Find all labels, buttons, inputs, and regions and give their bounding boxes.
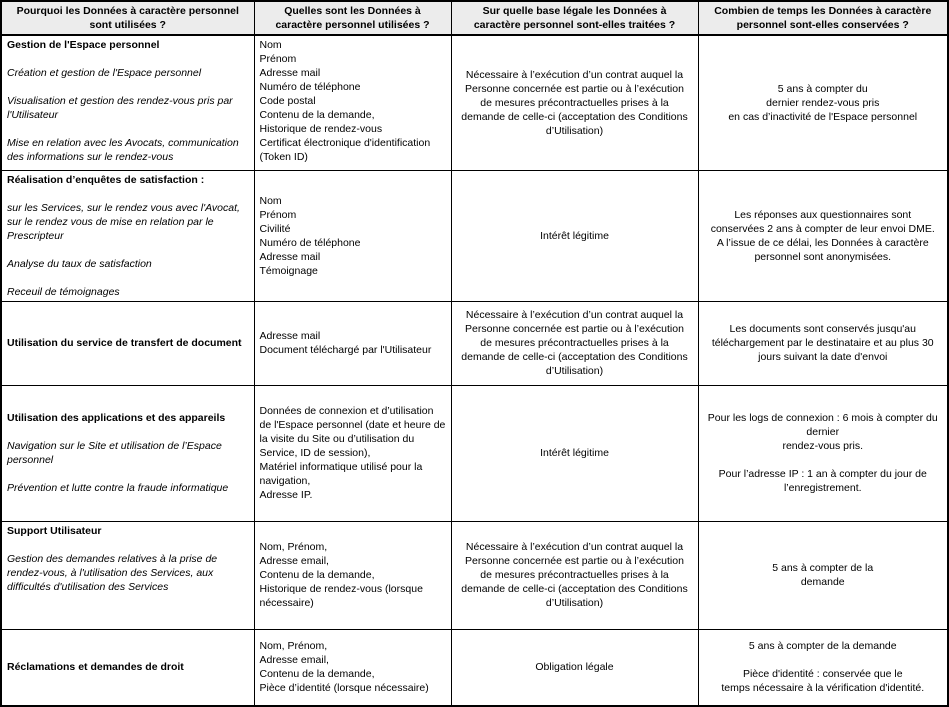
data-item: Numéro de téléphone — [259, 81, 361, 93]
data-cell: Nom, Prénom, Adresse email, Contenu de l… — [253, 628, 452, 707]
data-item: Nom, Prénom, — [259, 541, 328, 553]
purpose-cell: Utilisation du service de transfert de d… — [0, 300, 255, 386]
column-header-legal-basis: Sur quelle base légale les Données à car… — [450, 0, 699, 36]
retention-text: Pièce d'identité : conservée que le temp… — [721, 668, 925, 695]
legal-basis-cell: Nécessaire à l’exécution d’un contrat au… — [450, 520, 699, 630]
legal-basis-text: Intérêt légitime — [540, 447, 609, 459]
retention-text: 5 ans à compter de la demande — [772, 562, 874, 588]
data-cell: Nom, Prénom, Adresse email, Contenu de l… — [253, 520, 452, 630]
legal-basis-cell: Intérêt légitime — [450, 169, 699, 302]
data-item: Pièce d’identité (lorsque nécessaire) — [259, 682, 429, 695]
purpose-cell: Support Utilisateur Gestion des demandes… — [0, 520, 255, 630]
retention-text: 5 ans à compter du dernier rendez-vous p… — [728, 82, 918, 123]
retention-cell: Les documents sont conservés jusqu'au té… — [697, 300, 949, 386]
retention-text: 5 ans à compter de la demande — [748, 640, 897, 653]
data-item: Prénom — [259, 208, 297, 221]
retention-cell: 5 ans à compter de la demande Pièce d'id… — [697, 628, 949, 707]
header-row: Pourquoi les Données à caractère personn… — [0, 0, 949, 36]
legal-basis-cell: Intérêt légitime — [450, 384, 699, 522]
legal-basis-text: Nécessaire à l’exécution d’un contrat au… — [461, 541, 688, 609]
data-item: Historique de rendez-vous — [259, 123, 383, 135]
data-item: Adresse mail — [259, 250, 321, 263]
purpose-cell: Utilisation des applications et des appa… — [0, 384, 255, 522]
table-row: Gestion de l'Espace personnel Création e… — [0, 34, 949, 171]
data-item: Données de connexion et d’utilisation de… — [259, 405, 446, 459]
legal-basis-text: Obligation légale — [535, 661, 614, 674]
legal-basis-cell: Nécessaire à l’exécution d’un contrat au… — [450, 300, 699, 386]
data-item: Contenu de la demande, — [259, 668, 375, 681]
legal-basis-cell: Obligation légale — [450, 628, 699, 707]
legal-basis-text: Nécessaire à l’exécution d’un contrat au… — [461, 68, 688, 137]
purpose-title: Utilisation des applications et des appa… — [7, 412, 226, 424]
column-header-purpose: Pourquoi les Données à caractère personn… — [0, 0, 255, 36]
data-item: Nom — [259, 39, 282, 51]
data-item: Nom — [259, 194, 282, 207]
table-row: Réclamations et demandes de droit Nom, P… — [0, 628, 949, 707]
data-item: Témoignage — [259, 264, 318, 277]
table-row: Utilisation des applications et des appa… — [0, 384, 949, 522]
data-item: Adresse IP. — [259, 489, 313, 501]
table-row: Utilisation du service de transfert de d… — [0, 300, 949, 386]
data-item: Adresse mail — [259, 67, 321, 79]
data-item: Adresse email, — [259, 555, 329, 567]
data-cell: Nom Prénom Civilité Numéro de téléphone … — [253, 169, 452, 302]
table-row: Réalisation d’enquêtes de satisfaction :… — [0, 169, 949, 302]
data-item: Civilité — [259, 222, 291, 235]
data-cell: Nom Prénom Adresse mail Numéro de téléph… — [253, 34, 452, 171]
legal-basis-text: Nécessaire à l’exécution d’un contrat au… — [461, 309, 688, 377]
purpose-detail: sur les Services, sur le rendez vous ave… — [7, 201, 240, 242]
data-item: Numéro de téléphone — [259, 236, 361, 249]
purpose-detail: Analyse du taux de satisfaction — [7, 257, 152, 270]
data-item: Historique de rendez-vous (lorsque néces… — [259, 583, 423, 609]
purpose-detail: Mise en relation avec les Avocats, commu… — [7, 137, 239, 163]
retention-text: Les documents sont conservés jusqu'au té… — [711, 323, 934, 363]
data-item: Nom, Prénom, — [259, 640, 328, 653]
retention-cell: 5 ans à compter de la demande — [697, 520, 949, 630]
legal-basis-cell: Nécessaire à l’exécution d’un contrat au… — [450, 34, 699, 171]
purpose-title: Réalisation d’enquêtes de satisfaction : — [7, 173, 205, 186]
column-header-data: Quelles sont les Données à caractère per… — [253, 0, 452, 36]
purpose-cell: Gestion de l'Espace personnel Création e… — [0, 34, 255, 171]
data-item: Certificat électronique d'identification… — [259, 137, 431, 163]
retention-text: Pour les logs de connexion : 6 mois à co… — [707, 412, 938, 452]
column-header-retention: Combien de temps les Données à caractère… — [697, 0, 949, 36]
purpose-cell: Réalisation d’enquêtes de satisfaction :… — [0, 169, 255, 302]
retention-cell: Pour les logs de connexion : 6 mois à co… — [697, 384, 949, 522]
purpose-title: Utilisation du service de transfert de d… — [7, 337, 242, 349]
purpose-title: Gestion de l'Espace personnel — [7, 39, 160, 51]
purpose-detail: Création et gestion de l'Espace personne… — [7, 67, 202, 79]
purpose-detail: Prévention et lutte contre la fraude inf… — [7, 482, 229, 494]
data-item: Contenu de la demande, — [259, 109, 375, 121]
data-item: Matériel informatique utilisé pour la na… — [259, 461, 423, 487]
table-row: Support Utilisateur Gestion des demandes… — [0, 520, 949, 630]
purpose-detail: Visualisation et gestion des rendez-vous… — [7, 95, 233, 121]
purpose-detail: Gestion des demandes relatives à la pris… — [7, 552, 218, 593]
data-item: Document téléchargé par l'Utilisateur — [259, 344, 432, 356]
data-item: Prénom — [259, 53, 297, 65]
data-item: Contenu de la demande, — [259, 569, 375, 581]
retention-text: Les réponses aux questionnaires sont con… — [710, 208, 935, 263]
data-item: Adresse email, — [259, 654, 329, 667]
retention-cell: 5 ans à compter du dernier rendez-vous p… — [697, 34, 949, 171]
purpose-cell: Réclamations et demandes de droit — [0, 628, 255, 707]
data-cell: Adresse mail Document téléchargé par l'U… — [253, 300, 452, 386]
legal-basis-text: Intérêt légitime — [540, 229, 609, 242]
retention-text: Pour l’adresse IP : 1 an à compter du jo… — [718, 468, 927, 494]
retention-cell: Les réponses aux questionnaires sont con… — [697, 169, 949, 302]
purpose-title: Réclamations et demandes de droit — [7, 661, 184, 674]
data-item: Code postal — [259, 95, 316, 107]
purpose-title: Support Utilisateur — [7, 524, 102, 537]
data-cell: Données de connexion et d’utilisation de… — [253, 384, 452, 522]
purpose-detail: Navigation sur le Site et utilisation de… — [7, 440, 222, 466]
data-item: Adresse mail — [259, 330, 321, 342]
purpose-detail: Receuil de témoignages — [7, 285, 120, 298]
